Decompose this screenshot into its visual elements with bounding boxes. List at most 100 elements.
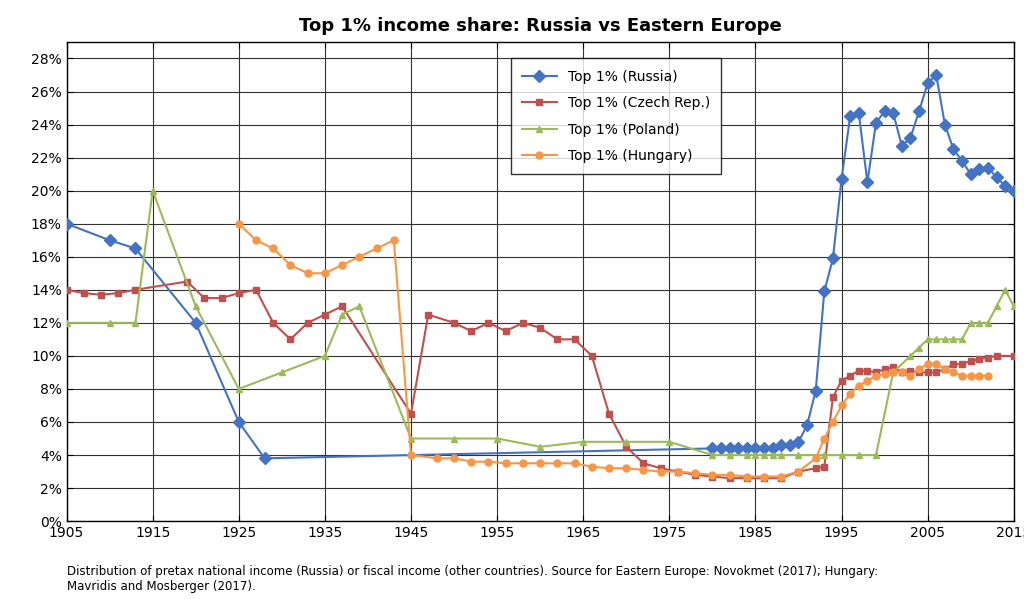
Top 1% (Russia) <box>887 110 899 117</box>
Top 1% (Poland) <box>939 336 951 343</box>
Top 1% (Poland) <box>869 452 882 459</box>
Top 1% (Russia) <box>793 438 805 446</box>
Top 1% (Poland) <box>767 452 779 459</box>
Text: Distribution of pretax national income (Russia) or fiscal income (other countrie: Distribution of pretax national income (… <box>67 565 878 593</box>
Top 1% (Poland) <box>853 452 865 459</box>
Line: Top 1% (Poland): Top 1% (Poland) <box>63 187 1017 458</box>
Top 1% (Russia) <box>707 445 719 452</box>
Top 1% (Poland) <box>578 438 590 446</box>
Top 1% (Russia) <box>801 422 813 429</box>
Top 1% (Russia) <box>740 445 753 452</box>
Top 1% (Poland) <box>990 302 1002 310</box>
Top 1% (Poland) <box>146 187 159 194</box>
Top 1% (Czech Rep.) <box>318 311 331 318</box>
Title: Top 1% income share: Russia vs Eastern Europe: Top 1% income share: Russia vs Eastern E… <box>299 17 781 35</box>
Top 1% (Russia) <box>818 288 830 295</box>
Top 1% (Poland) <box>999 286 1012 294</box>
Top 1% (Russia) <box>861 179 873 186</box>
Top 1% (Russia) <box>965 171 977 178</box>
Top 1% (Russia) <box>129 245 141 252</box>
Top 1% (Russia) <box>973 165 985 173</box>
Top 1% (Russia) <box>956 158 969 165</box>
Top 1% (Russia) <box>904 134 916 141</box>
Line: Top 1% (Czech Rep.): Top 1% (Czech Rep.) <box>63 278 1017 482</box>
Top 1% (Hungary) <box>388 237 400 244</box>
Top 1% (Poland) <box>447 435 460 442</box>
Line: Top 1% (Hungary): Top 1% (Hungary) <box>236 220 991 480</box>
Top 1% (Hungary) <box>758 473 770 480</box>
Top 1% (Poland) <box>129 319 141 326</box>
Top 1% (Czech Rep.) <box>724 474 736 482</box>
Top 1% (Poland) <box>758 452 770 459</box>
Top 1% (Russia) <box>844 113 856 120</box>
Top 1% (Poland) <box>103 319 116 326</box>
Top 1% (Poland) <box>956 336 969 343</box>
Top 1% (Poland) <box>912 344 925 351</box>
Top 1% (Czech Rep.) <box>947 361 959 368</box>
Top 1% (Poland) <box>922 336 934 343</box>
Top 1% (Poland) <box>904 352 916 359</box>
Top 1% (Poland) <box>750 452 762 459</box>
Top 1% (Poland) <box>490 435 503 442</box>
Top 1% (Poland) <box>336 311 348 318</box>
Top 1% (Poland) <box>947 336 959 343</box>
Top 1% (Poland) <box>982 319 994 326</box>
Top 1% (Russia) <box>939 121 951 128</box>
Top 1% (Poland) <box>404 435 417 442</box>
Top 1% (Russia) <box>836 176 848 183</box>
Top 1% (Czech Rep.) <box>1008 352 1020 359</box>
Top 1% (Hungary) <box>232 220 245 227</box>
Top 1% (Russia) <box>912 108 925 115</box>
Top 1% (Hungary) <box>810 455 822 462</box>
Top 1% (Russia) <box>869 119 882 126</box>
Top 1% (Poland) <box>60 319 73 326</box>
Top 1% (Russia) <box>982 164 994 171</box>
Top 1% (Poland) <box>793 452 805 459</box>
Top 1% (Czech Rep.) <box>535 324 547 331</box>
Top 1% (Russia) <box>732 445 744 452</box>
Top 1% (Poland) <box>664 438 676 446</box>
Top 1% (Hungary) <box>982 372 994 379</box>
Top 1% (Russia) <box>103 237 116 244</box>
Top 1% (Czech Rep.) <box>60 286 73 294</box>
Top 1% (Poland) <box>621 438 633 446</box>
Top 1% (Russia) <box>826 255 839 262</box>
Top 1% (Russia) <box>896 143 908 150</box>
Top 1% (Russia) <box>922 80 934 87</box>
Top 1% (Czech Rep.) <box>740 474 753 482</box>
Top 1% (Poland) <box>775 452 787 459</box>
Top 1% (Russia) <box>930 71 942 78</box>
Top 1% (Hungary) <box>740 473 753 480</box>
Top 1% (Russia) <box>1008 187 1020 194</box>
Top 1% (Russia) <box>999 182 1012 189</box>
Top 1% (Czech Rep.) <box>404 410 417 418</box>
Top 1% (Poland) <box>724 452 736 459</box>
Legend: Top 1% (Russia), Top 1% (Czech Rep.), Top 1% (Poland), Top 1% (Hungary): Top 1% (Russia), Top 1% (Czech Rep.), To… <box>511 59 721 174</box>
Top 1% (Poland) <box>353 302 366 310</box>
Top 1% (Russia) <box>767 445 779 452</box>
Top 1% (Hungary) <box>793 468 805 475</box>
Top 1% (Hungary) <box>844 391 856 398</box>
Top 1% (Poland) <box>707 452 719 459</box>
Top 1% (Poland) <box>836 452 848 459</box>
Top 1% (Russia) <box>189 319 202 326</box>
Top 1% (Poland) <box>535 443 547 450</box>
Top 1% (Czech Rep.) <box>181 278 194 285</box>
Top 1% (Hungary) <box>586 463 598 470</box>
Top 1% (Poland) <box>818 452 830 459</box>
Top 1% (Russia) <box>853 110 865 117</box>
Top 1% (Czech Rep.) <box>810 465 822 472</box>
Top 1% (Poland) <box>965 319 977 326</box>
Top 1% (Poland) <box>887 369 899 376</box>
Top 1% (Russia) <box>258 455 270 462</box>
Top 1% (Russia) <box>232 418 245 425</box>
Top 1% (Russia) <box>758 445 770 452</box>
Top 1% (Russia) <box>775 441 787 449</box>
Top 1% (Poland) <box>740 452 753 459</box>
Top 1% (Poland) <box>930 336 942 343</box>
Top 1% (Russia) <box>60 220 73 227</box>
Line: Top 1% (Russia): Top 1% (Russia) <box>62 71 1018 462</box>
Top 1% (Poland) <box>232 385 245 392</box>
Top 1% (Russia) <box>724 445 736 452</box>
Top 1% (Poland) <box>275 369 288 376</box>
